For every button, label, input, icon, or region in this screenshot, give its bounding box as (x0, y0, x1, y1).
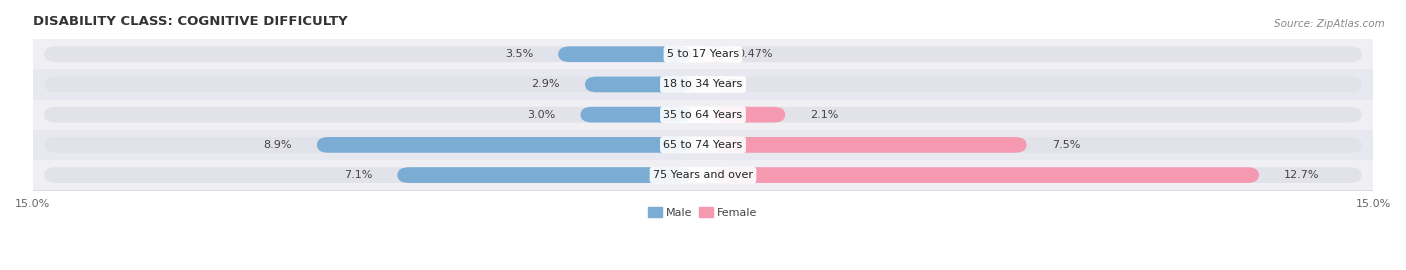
FancyBboxPatch shape (714, 137, 1362, 153)
FancyBboxPatch shape (714, 107, 785, 123)
FancyBboxPatch shape (714, 77, 1362, 92)
FancyBboxPatch shape (44, 46, 692, 62)
FancyBboxPatch shape (558, 46, 692, 62)
FancyBboxPatch shape (44, 167, 692, 183)
FancyBboxPatch shape (398, 167, 692, 183)
Bar (32, 160, 1374, 190)
Text: 7.5%: 7.5% (1052, 140, 1080, 150)
FancyBboxPatch shape (44, 137, 692, 153)
FancyBboxPatch shape (714, 167, 1362, 183)
FancyBboxPatch shape (581, 107, 692, 123)
Text: 35 to 64 Years: 35 to 64 Years (664, 110, 742, 120)
FancyBboxPatch shape (703, 46, 727, 62)
Text: 3.5%: 3.5% (505, 49, 533, 59)
FancyBboxPatch shape (316, 137, 692, 153)
Text: 0.0%: 0.0% (717, 79, 745, 89)
Legend: Male, Female: Male, Female (644, 203, 762, 222)
Text: 5 to 17 Years: 5 to 17 Years (666, 49, 740, 59)
Text: 7.1%: 7.1% (344, 170, 373, 180)
Text: 2.9%: 2.9% (531, 79, 560, 89)
FancyBboxPatch shape (44, 107, 692, 123)
Bar (32, 39, 1374, 69)
Text: 12.7%: 12.7% (1284, 170, 1319, 180)
Text: 75 Years and over: 75 Years and over (652, 170, 754, 180)
Bar (32, 100, 1374, 130)
Text: 0.47%: 0.47% (737, 49, 773, 59)
Text: 18 to 34 Years: 18 to 34 Years (664, 79, 742, 89)
FancyBboxPatch shape (585, 77, 692, 92)
Text: DISABILITY CLASS: COGNITIVE DIFFICULTY: DISABILITY CLASS: COGNITIVE DIFFICULTY (32, 15, 347, 28)
Bar (32, 130, 1374, 160)
Text: 65 to 74 Years: 65 to 74 Years (664, 140, 742, 150)
Text: 3.0%: 3.0% (527, 110, 555, 120)
Text: Source: ZipAtlas.com: Source: ZipAtlas.com (1274, 19, 1385, 29)
Text: 2.1%: 2.1% (810, 110, 838, 120)
FancyBboxPatch shape (714, 167, 1258, 183)
FancyBboxPatch shape (714, 46, 1362, 62)
Text: 8.9%: 8.9% (263, 140, 292, 150)
FancyBboxPatch shape (44, 77, 692, 92)
Bar (32, 69, 1374, 100)
FancyBboxPatch shape (714, 107, 1362, 123)
FancyBboxPatch shape (714, 137, 1026, 153)
